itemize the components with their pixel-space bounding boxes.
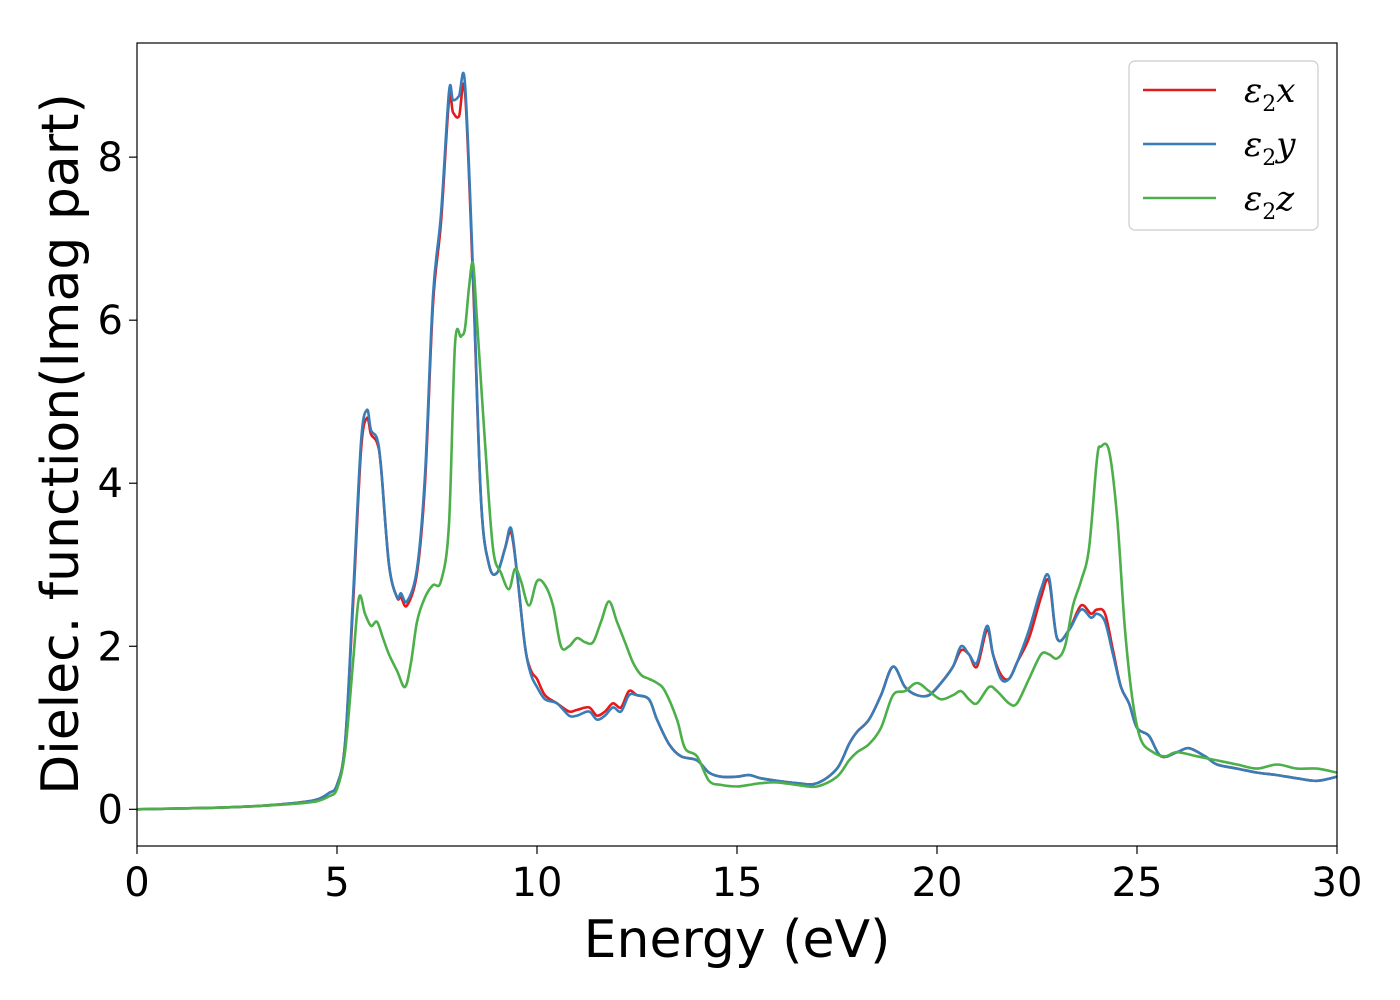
- series-line-y: [136, 71, 1338, 811]
- y-tick-label: 0: [98, 787, 123, 833]
- y-tick-label: 2: [98, 624, 123, 670]
- y-axis: 0 2 4 6 8: [98, 135, 137, 833]
- x-tick-label: 15: [712, 860, 763, 906]
- y-tick-label: 6: [98, 298, 123, 344]
- legend-label-y: ε2y: [1244, 125, 1296, 171]
- y-tick-label: 4: [98, 461, 123, 507]
- legend-label-z: ε2z: [1244, 179, 1295, 225]
- legend-box: [1128, 60, 1319, 231]
- x-tick-label: 30: [1312, 860, 1363, 906]
- x-tick-label: 5: [324, 860, 349, 906]
- x-tick-label: 25: [1112, 860, 1163, 906]
- x-axis-title: Energy (eV): [584, 910, 891, 970]
- legend-label-x: ε2x: [1244, 71, 1295, 117]
- series-line-z: [136, 260, 1338, 811]
- y-axis-title: Dielec. function(Imag part): [31, 93, 91, 795]
- x-tick-label: 0: [124, 860, 149, 906]
- x-tick-label: 10: [512, 860, 563, 906]
- x-axis: 0 5 10 15 20 25 30: [124, 846, 1362, 906]
- series-lines: [136, 71, 1338, 811]
- legend: ε2x ε2y ε2z: [1128, 60, 1319, 231]
- x-tick-label: 20: [912, 860, 963, 906]
- y-tick-label: 8: [98, 135, 123, 181]
